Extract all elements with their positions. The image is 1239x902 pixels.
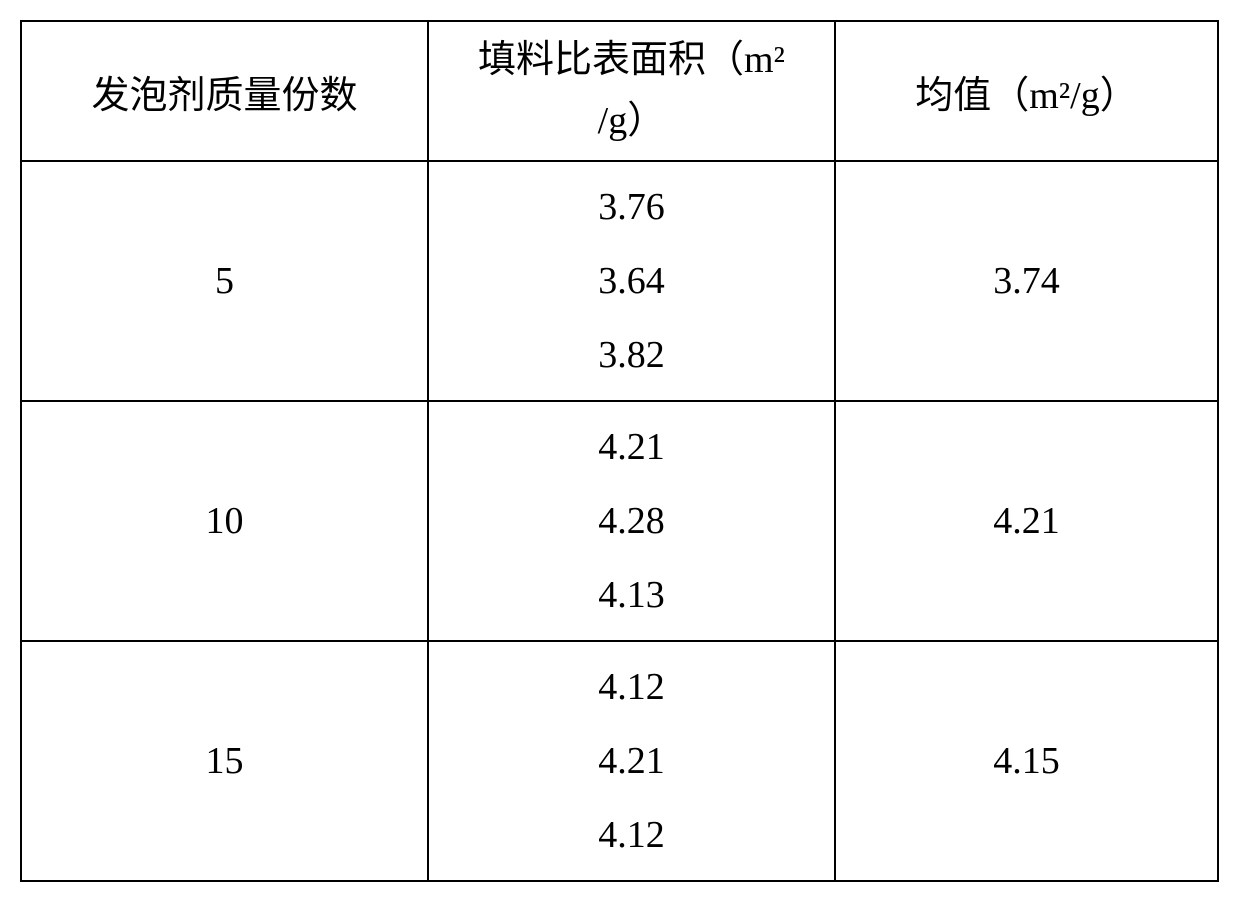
- multi-value-list: 4.21 4.28 4.13: [439, 410, 824, 632]
- table-header-row: 发泡剂质量份数 填料比表面积（m² /g） 均值（m²/g）: [21, 21, 1218, 161]
- header-label: 均值（m²/g）: [915, 75, 1138, 117]
- cell-value: 4.13: [439, 559, 824, 631]
- cell-foaming-agent: 5: [21, 161, 428, 401]
- cell-value: 10: [205, 500, 243, 542]
- cell-value: 3.76: [439, 171, 824, 243]
- cell-foaming-agent: 15: [21, 641, 428, 881]
- column-header-mean: 均值（m²/g）: [835, 21, 1218, 161]
- cell-surface-area: 4.12 4.21 4.12: [428, 641, 835, 881]
- header-multi-line: 填料比表面积（m² /g）: [439, 30, 824, 152]
- cell-value: 3.82: [439, 319, 824, 391]
- cell-value: 4.21: [439, 725, 824, 797]
- cell-mean: 4.21: [835, 401, 1218, 641]
- cell-surface-area: 3.76 3.64 3.82: [428, 161, 835, 401]
- cell-value: 4.21: [439, 411, 824, 483]
- cell-value: 3.74: [993, 260, 1060, 302]
- header-label: 发泡剂质量份数: [91, 75, 357, 117]
- cell-surface-area: 4.21 4.28 4.13: [428, 401, 835, 641]
- cell-value: 5: [215, 260, 234, 302]
- column-header-foaming-agent: 发泡剂质量份数: [21, 21, 428, 161]
- data-table: 发泡剂质量份数 填料比表面积（m² /g） 均值（m²/g） 5: [20, 20, 1219, 882]
- cell-mean: 4.15: [835, 641, 1218, 881]
- multi-value-list: 4.12 4.21 4.12: [439, 650, 824, 872]
- column-header-surface-area: 填料比表面积（m² /g）: [428, 21, 835, 161]
- cell-mean: 3.74: [835, 161, 1218, 401]
- table-row: 10 4.21 4.28 4.13 4.21: [21, 401, 1218, 641]
- cell-foaming-agent: 10: [21, 401, 428, 641]
- header-label-line1: 填料比表面积（m²: [439, 30, 824, 91]
- cell-value: 4.21: [993, 500, 1060, 542]
- header-label-line2: /g）: [439, 91, 824, 152]
- cell-value: 4.12: [439, 651, 824, 723]
- table-row: 15 4.12 4.21 4.12 4.15: [21, 641, 1218, 881]
- cell-value: 3.64: [439, 245, 824, 317]
- multi-value-list: 3.76 3.64 3.82: [439, 170, 824, 392]
- cell-value: 15: [205, 740, 243, 782]
- table-row: 5 3.76 3.64 3.82 3.74: [21, 161, 1218, 401]
- table-container: 发泡剂质量份数 填料比表面积（m² /g） 均值（m²/g） 5: [20, 20, 1219, 882]
- cell-value: 4.12: [439, 799, 824, 871]
- cell-value: 4.28: [439, 485, 824, 557]
- cell-value: 4.15: [993, 740, 1060, 782]
